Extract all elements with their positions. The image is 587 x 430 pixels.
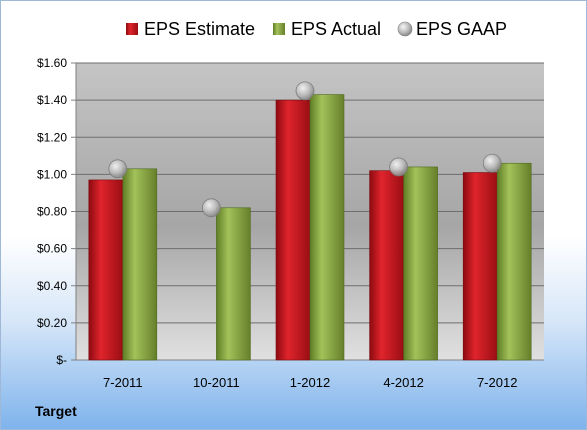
- legend-swatch: [273, 23, 285, 35]
- marker-eps-gaap: [482, 153, 502, 173]
- y-tick-label: $1.60: [37, 56, 67, 70]
- bar-eps-estimate: [275, 99, 311, 361]
- marker-eps-gaap: [295, 81, 315, 101]
- bar-eps-actual: [403, 166, 438, 361]
- x-tick-label: 7-2011: [103, 375, 143, 390]
- bar-eps-actual: [496, 162, 532, 361]
- marker-eps-gaap: [389, 157, 409, 177]
- bar-eps-estimate: [369, 170, 404, 361]
- y-tick-label: $0.60: [37, 242, 67, 256]
- x-tick-label: 7-2012: [477, 375, 517, 390]
- company-label: Target: [35, 403, 77, 419]
- bar-eps-actual: [122, 168, 158, 361]
- y-tick-label: $0.40: [37, 279, 67, 293]
- legend-label: EPS Estimate: [144, 19, 255, 39]
- y-tick-label: $0.20: [37, 316, 67, 330]
- bar-eps-estimate: [462, 172, 498, 361]
- legend-label: EPS GAAP: [416, 19, 507, 39]
- y-tick-label: $0.80: [37, 205, 67, 219]
- y-tick-label: $1.20: [37, 130, 67, 144]
- y-tick-label: $-: [56, 353, 67, 367]
- x-tick-label: 10-2011: [193, 375, 240, 390]
- y-tick-label: $1.40: [37, 93, 67, 107]
- bar-eps-estimate: [88, 179, 124, 361]
- x-tick-label: 1-2012: [290, 375, 330, 390]
- bar-eps-actual: [216, 207, 251, 361]
- y-tick-label: $1.00: [37, 167, 67, 181]
- marker-eps-gaap: [108, 159, 128, 179]
- x-tick-label: 4-2012: [383, 375, 423, 390]
- marker-eps-gaap: [201, 198, 221, 218]
- bar-eps-actual: [309, 94, 345, 361]
- legend-marker: [397, 21, 413, 37]
- legend-swatch: [126, 23, 138, 35]
- legend-label: EPS Actual: [291, 19, 381, 39]
